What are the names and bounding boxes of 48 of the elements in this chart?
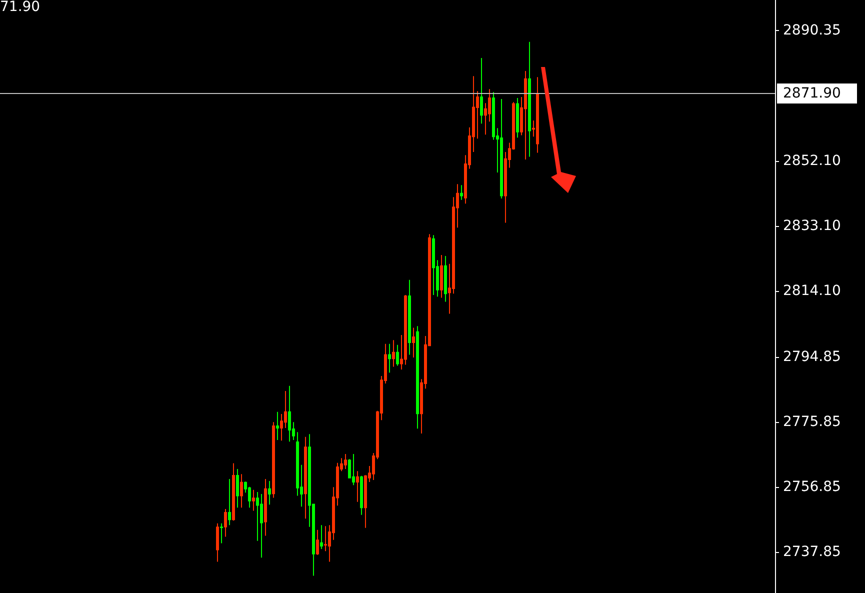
candlestick	[352, 453, 355, 486]
annotation: 71.90	[0, 0, 40, 15]
candlestick	[516, 97, 519, 138]
y-tick-label: 2737.85	[783, 544, 841, 560]
candlestick	[264, 478, 267, 536]
candlestick	[272, 422, 275, 498]
candlestick	[392, 340, 395, 368]
candlestick	[404, 294, 407, 366]
candlestick	[240, 474, 243, 508]
candlestick	[440, 254, 443, 298]
candlestick	[536, 76, 539, 154]
y-tick-label: 2756.85	[783, 478, 841, 495]
y-tick-label: 2833.10	[783, 218, 841, 234]
candlestick	[268, 480, 271, 506]
candlestick	[528, 41, 531, 158]
candlestick	[260, 493, 263, 558]
candlestick	[320, 524, 323, 550]
candlestick	[432, 234, 435, 296]
candlestick	[276, 411, 279, 440]
ref-line-label: 2871.90	[783, 86, 841, 102]
candlestick	[316, 529, 319, 556]
candlestick	[216, 522, 219, 562]
y-tick-label: 2890.35	[783, 22, 841, 38]
candlestick	[228, 478, 231, 526]
candlestick	[500, 98, 503, 200]
candlestick	[288, 385, 291, 442]
candlestick	[252, 489, 255, 512]
candlestick	[396, 344, 399, 366]
y-tick-label: 2775.85	[783, 414, 841, 430]
candlestick	[388, 343, 391, 374]
candlestick	[344, 453, 347, 470]
candlestick	[220, 522, 223, 544]
candlestick	[232, 462, 235, 522]
y-tick-label: 2814.10	[783, 283, 841, 300]
candlestick	[304, 436, 307, 520]
y-tick-label: 2794.85	[783, 349, 841, 366]
candlestick	[524, 70, 527, 160]
candlestick	[356, 470, 359, 502]
candlestick	[224, 508, 227, 538]
candlestick	[412, 327, 415, 358]
candlestick	[416, 326, 419, 430]
candlestick	[408, 279, 411, 356]
y-tick-label: 2852.10	[783, 153, 841, 170]
candlestick	[444, 255, 447, 302]
candlestick	[460, 184, 463, 200]
candlestick	[236, 468, 239, 508]
candlestick	[480, 57, 483, 124]
candlestick	[360, 475, 363, 516]
